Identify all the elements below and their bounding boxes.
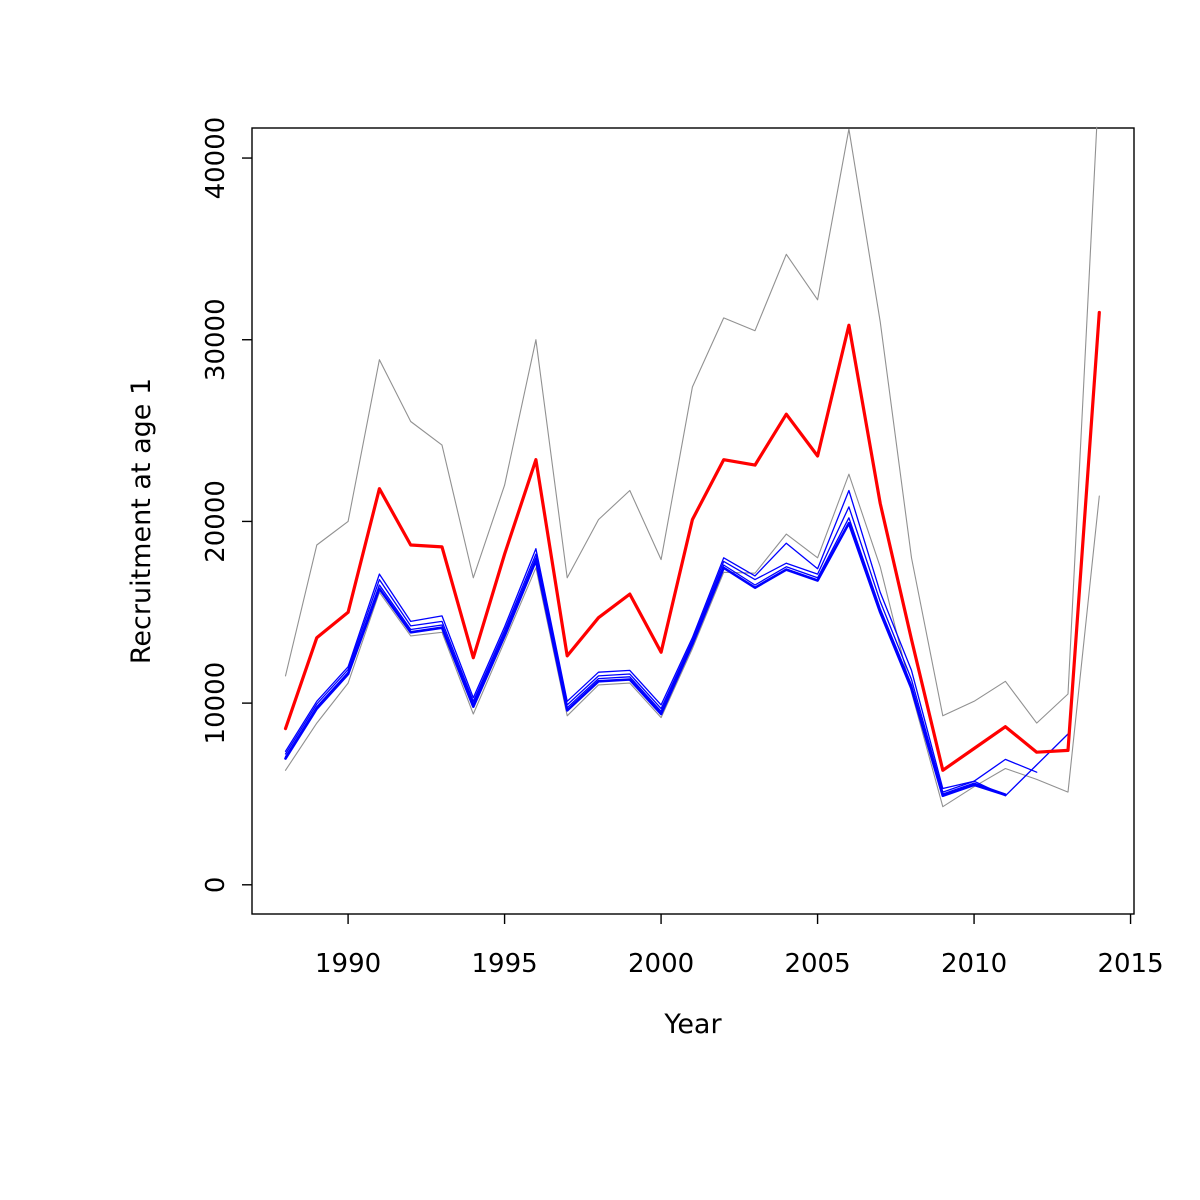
- y-tick-label: 30000: [201, 298, 231, 381]
- x-tick-label: 2010: [941, 949, 1007, 979]
- series-retro-4-line: [284, 521, 1007, 798]
- y-tick-label: 20000: [201, 480, 231, 563]
- y-tick-label: 0: [201, 877, 231, 894]
- x-axis-title: Year: [663, 1009, 722, 1040]
- series-estimate-line: [283, 310, 1101, 772]
- x-tick-label: 1990: [315, 949, 381, 979]
- y-tick-label: 10000: [201, 662, 231, 745]
- y-axis-title: Recruitment at age 1: [126, 378, 157, 664]
- series-retro-1-line: [284, 489, 1069, 797]
- series-lower-ci-line: [284, 473, 1100, 808]
- y-tick-label: 40000: [201, 117, 231, 200]
- x-tick-label: 2015: [1097, 949, 1163, 979]
- x-tick-label: 2005: [784, 949, 850, 979]
- x-tick-label: 1995: [471, 949, 537, 979]
- series-upper-ci-line: [284, 126, 1098, 724]
- series-retro-3-line: [284, 517, 1007, 795]
- x-tick-label: 2000: [628, 949, 694, 979]
- series-retro-2-line: [284, 506, 1038, 793]
